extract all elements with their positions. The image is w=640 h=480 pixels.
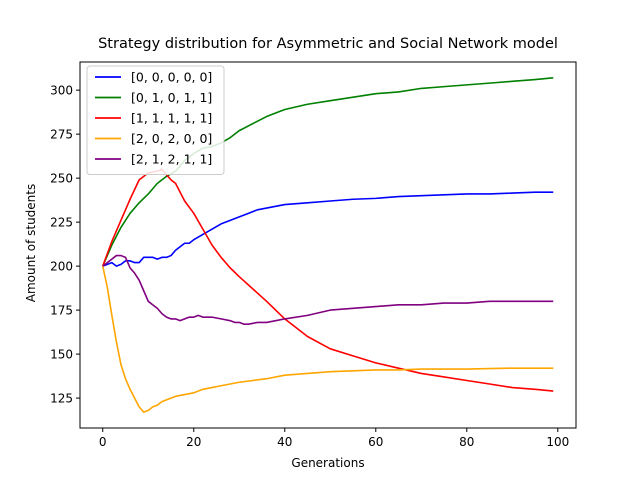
- legend-label: [2, 0, 2, 0, 0]: [131, 131, 212, 146]
- chart-title: Strategy distribution for Asymmetric and…: [98, 36, 558, 52]
- y-axis-label: Amount of students: [24, 184, 38, 302]
- legend-box: [86, 65, 225, 175]
- legend-label: [0, 1, 0, 1, 1]: [131, 90, 212, 105]
- x-tick-label: 60: [368, 435, 383, 449]
- series-line-1: [102, 77, 554, 267]
- y-tick-label: 175: [50, 304, 73, 318]
- series-line-0: [102, 191, 554, 267]
- x-axis-label: Generations: [291, 456, 364, 470]
- y-tick-label: 125: [50, 392, 73, 406]
- legend-label: [0, 0, 0, 0, 0]: [131, 70, 212, 85]
- y-tick-label: 150: [50, 348, 73, 362]
- x-axis-ticks: 0 20 40 60 80 100: [99, 428, 569, 449]
- x-tick-label: 0: [99, 435, 107, 449]
- x-tick-label: 40: [277, 435, 292, 449]
- y-tick-label: 275: [50, 128, 73, 142]
- y-tick-label: 300: [50, 84, 73, 98]
- legend-label: [1, 1, 1, 1, 1]: [131, 111, 212, 126]
- legend-label: [2, 1, 2, 1, 1]: [131, 152, 212, 167]
- x-tick-label: 20: [186, 435, 201, 449]
- x-tick-label: 80: [459, 435, 474, 449]
- y-tick-label: 225: [50, 216, 73, 230]
- y-tick-label: 250: [50, 172, 73, 186]
- series-line-3: [101, 265, 554, 413]
- legend: [0, 0, 0, 0, 0] [0, 1, 0, 1, 1] [1, 1, 1, …: [86, 65, 225, 175]
- y-tick-label: 200: [50, 260, 73, 274]
- series-line-4: [102, 254, 554, 325]
- x-tick-label: 100: [546, 435, 569, 449]
- y-axis-ticks: 125 150 175 200 225 250 275 300: [50, 84, 80, 406]
- axes-frame: [79, 61, 577, 429]
